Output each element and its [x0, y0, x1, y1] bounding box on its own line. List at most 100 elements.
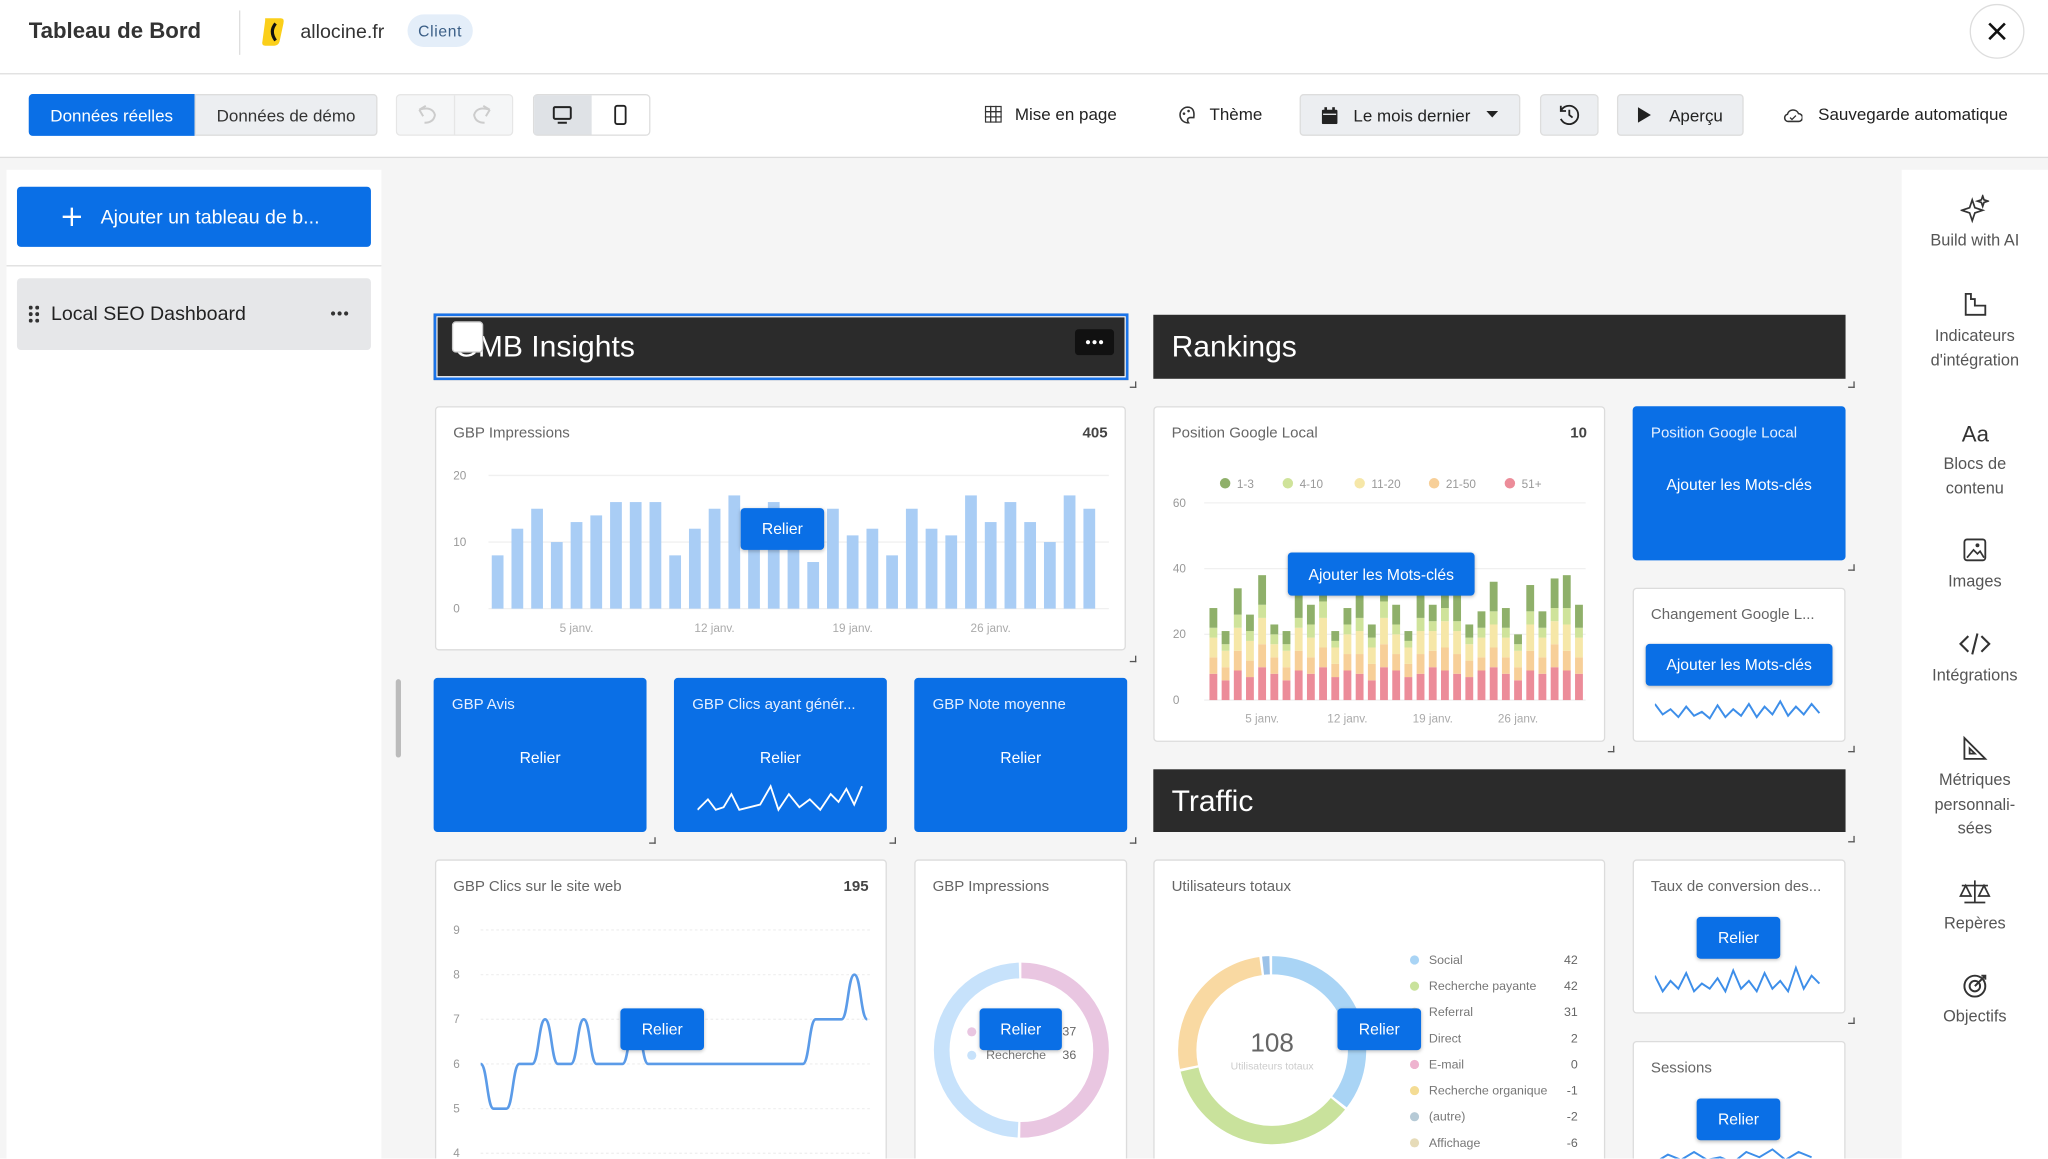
bar-segment	[1428, 631, 1437, 651]
connect-button[interactable]: Relier	[620, 1008, 704, 1051]
more-menu[interactable]	[330, 311, 349, 316]
connect-link[interactable]: Relier	[519, 748, 561, 767]
connect-button[interactable]: Relier	[1337, 1008, 1422, 1051]
period-dropdown[interactable]: Le mois dernier	[1299, 94, 1521, 136]
bar-chart: 0 10 20 5 janv. 12 janv. 19 janv. 26 janv.	[453, 469, 1109, 635]
stacked-bar-chart: 0 20 40 60 1-3 4-10 11-20 21-50 51+ 5 janv. 12 jan…	[1173, 478, 1586, 725]
connect-link[interactable]: Relier	[759, 748, 801, 767]
bar-segment	[1404, 677, 1413, 701]
autosave-label: Sauvegarde automatique	[1818, 104, 2008, 125]
period-label: Le mois dernier	[1353, 105, 1471, 125]
widget-card: Position Google Local Ajouter les Mots-c…	[1632, 406, 1846, 561]
x-tick-label: 19 janv.	[1413, 712, 1453, 725]
connect-button[interactable]: Relier	[740, 508, 825, 550]
resize-handle[interactable]	[1129, 381, 1137, 388]
tool-label: Métriques personnali­sées	[1934, 770, 2016, 838]
donut-chart: Social 42 Recherche payante 42 Referral 31 Dir…	[1178, 953, 1578, 1150]
bar	[984, 522, 997, 609]
section-header[interactable]: GMB Insights	[433, 313, 1129, 381]
legend-value: -1	[1567, 1084, 1578, 1098]
resize-handle[interactable]	[1129, 655, 1137, 663]
dashboard-item[interactable]: Local SEO Dashboard	[16, 278, 371, 351]
tool-item[interactable]: Intégrations	[1902, 630, 2048, 688]
legend-label: 51+	[1522, 478, 1542, 491]
legend-label: Affichage	[1429, 1136, 1481, 1150]
bar-segment	[1233, 650, 1242, 671]
legend-label: 1-3	[1237, 478, 1254, 491]
resize-handle[interactable]	[1848, 564, 1855, 571]
y-tick-label: 60	[1173, 497, 1187, 510]
bar-segment	[1562, 608, 1571, 625]
bar	[905, 508, 918, 609]
theme-button[interactable]: Thème	[1178, 104, 1262, 124]
add-keywords-button[interactable]: Ajouter les Mots-clés	[1645, 643, 1833, 686]
connect-button[interactable]: Relier	[1696, 1098, 1781, 1141]
y-tick-label: 6	[453, 1058, 460, 1071]
bar-segment	[1319, 647, 1327, 668]
device-toggle[interactable]	[532, 94, 651, 136]
resize-handle[interactable]	[1607, 745, 1615, 753]
legend-label: 21-50	[1446, 478, 1477, 491]
undo-redo[interactable]	[395, 94, 514, 136]
bar-segment	[1404, 663, 1413, 678]
connect-button[interactable]: Relier	[979, 1008, 1062, 1051]
tool-item[interactable]: Indicateurs d'intégration	[1902, 290, 2048, 372]
tool-item[interactable]: Métriques personnali­sées	[1902, 734, 2048, 840]
bar	[866, 528, 879, 609]
sparkline	[697, 784, 863, 812]
connect-link[interactable]: Relier	[1000, 748, 1042, 767]
resize-handle[interactable]	[1848, 745, 1855, 753]
resize-handle[interactable]	[1848, 835, 1855, 843]
bar-segment	[1550, 667, 1559, 701]
preview-button[interactable]: Aperçu	[1616, 94, 1744, 136]
scrollbar[interactable]	[395, 679, 401, 758]
bar-segment	[1441, 647, 1449, 671]
plus-icon	[62, 207, 81, 226]
tool-item[interactable]: Objectifs	[1902, 970, 2048, 1028]
bar-segment	[1489, 624, 1498, 648]
y-tick-label: 0	[453, 603, 460, 616]
resize-handle[interactable]	[1848, 1017, 1855, 1024]
y-tick-label: 0	[1173, 694, 1180, 707]
bar	[748, 508, 760, 609]
section-menu[interactable]	[1074, 329, 1115, 356]
add-keywords-link[interactable]: Ajouter les Mots-clés	[1666, 475, 1812, 494]
resize-handle[interactable]	[889, 837, 896, 844]
layout-button[interactable]: Mise en page	[984, 104, 1117, 124]
bar-segment	[1270, 644, 1279, 658]
bar-segment	[1258, 667, 1267, 701]
bar-segment	[1270, 634, 1279, 645]
tool-item[interactable]: Aa Blocs de contenu	[1902, 418, 2048, 500]
select-checkbox[interactable]	[451, 321, 484, 353]
bar-segment	[1380, 617, 1388, 645]
tool-label: Build with AI	[1930, 231, 2020, 250]
bar	[590, 515, 603, 609]
bar-segment	[1441, 621, 1449, 648]
demo-data-tab[interactable]: Données de démo	[194, 94, 378, 136]
bar-segment	[1453, 621, 1462, 632]
bar-segment	[1258, 617, 1267, 645]
tool-item[interactable]: Images	[1902, 536, 2048, 594]
legend-swatch	[1409, 981, 1420, 991]
resize-handle[interactable]	[649, 837, 656, 844]
tool-item[interactable]: Repères	[1902, 878, 2048, 936]
bar-segment	[1489, 611, 1498, 625]
resize-handle[interactable]	[1848, 381, 1855, 388]
add-dashboard-button[interactable]: Ajouter un tableau de b...	[16, 186, 371, 247]
tool-item[interactable]: Build with AI	[1902, 194, 2048, 253]
divider	[239, 10, 241, 55]
history-button[interactable]	[1539, 94, 1599, 136]
add-keywords-button[interactable]: Ajouter les Mots-clés	[1287, 552, 1475, 596]
bar	[550, 542, 563, 609]
real-data-tab[interactable]: Données réelles	[28, 94, 195, 136]
resize-handle[interactable]	[1129, 837, 1137, 844]
connect-button[interactable]: Relier	[1696, 916, 1781, 959]
close-button[interactable]	[1968, 3, 2025, 60]
bar-segment	[1355, 631, 1364, 655]
bar-segment	[1416, 654, 1425, 674]
bar-segment	[1477, 657, 1486, 671]
bar-segment	[1282, 644, 1291, 651]
bar-segment	[1428, 604, 1437, 622]
bar-segment	[1550, 578, 1559, 609]
